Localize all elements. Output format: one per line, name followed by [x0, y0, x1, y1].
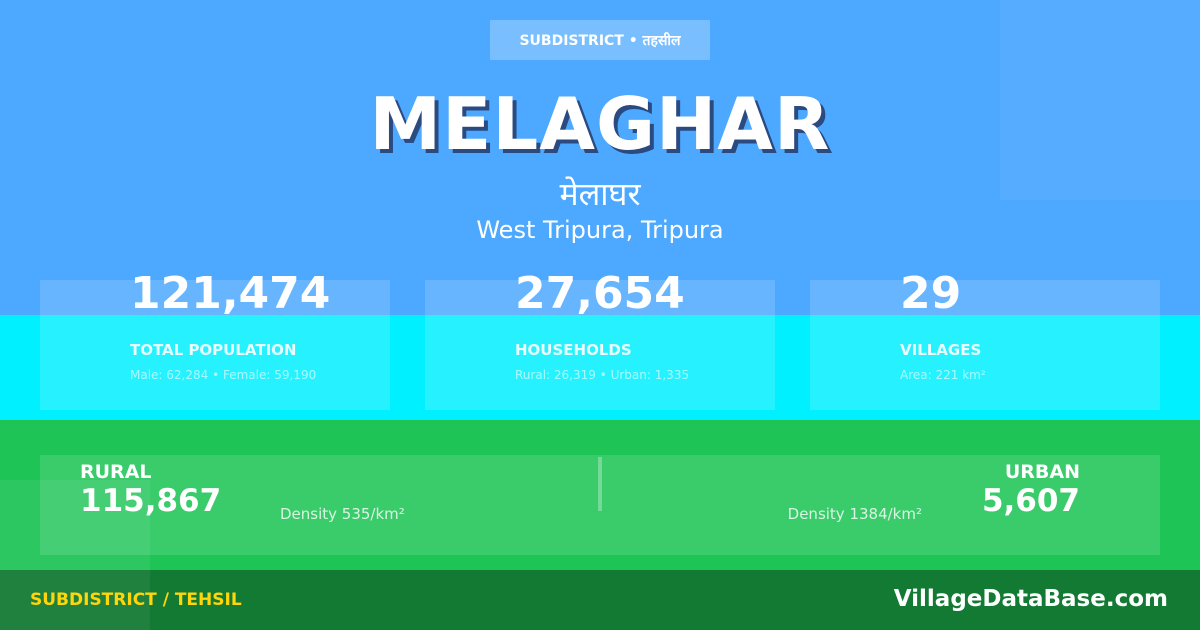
divider: [598, 457, 602, 511]
rural-urban-panel: RURAL 115,867 Density 535/km² Density 13…: [40, 455, 1160, 555]
stat-sub: Area: 221 km²: [900, 368, 986, 382]
rural-urban-band: [0, 420, 1200, 570]
stat-sub: Male: 62,284 • Female: 59,190: [130, 368, 317, 382]
stat-value: 29: [900, 268, 962, 319]
type-badge: SUBDISTRICT • तहसील: [490, 20, 710, 60]
urban-label: URBAN: [1004, 461, 1080, 483]
stat-label: TOTAL POPULATION: [130, 341, 297, 359]
urban-value: 5,607: [981, 483, 1080, 519]
urban-density: Density 1384/km²: [787, 505, 922, 523]
page-title: MELAGHAR: [369, 82, 831, 166]
stat-value: 27,654: [515, 268, 685, 319]
stat-sub: Rural: 26,319 • Urban: 1,335: [515, 368, 690, 382]
location: West Tripura, Tripura: [476, 216, 724, 244]
footer-category: SUBDISTRICT / TEHSIL: [30, 590, 242, 610]
stat-value: 121,474: [130, 268, 331, 319]
title-hindi: मेलाघर: [559, 175, 641, 213]
decorative-square: [1000, 0, 1200, 200]
stat-card-population: 121,474 TOTAL POPULATION Male: 62,284 • …: [40, 268, 390, 410]
footer-band: [0, 570, 1200, 630]
stat-card-villages: 29 VILLAGES Area: 221 km²: [810, 268, 1160, 410]
decorative-square: [0, 480, 150, 630]
stats-band: [0, 315, 1200, 420]
rural-value: 115,867: [80, 483, 222, 519]
site-logo[interactable]: VillageDataBase.com: [893, 586, 1168, 612]
stat-card-households: 27,654 HOUSEHOLDS Rural: 26,319 • Urban:…: [425, 268, 775, 410]
stat-label: HOUSEHOLDS: [515, 341, 632, 359]
rural-label: RURAL: [80, 461, 152, 483]
header-band: [0, 0, 1200, 315]
rural-density: Density 535/km²: [280, 505, 405, 523]
stat-label: VILLAGES: [900, 341, 982, 359]
